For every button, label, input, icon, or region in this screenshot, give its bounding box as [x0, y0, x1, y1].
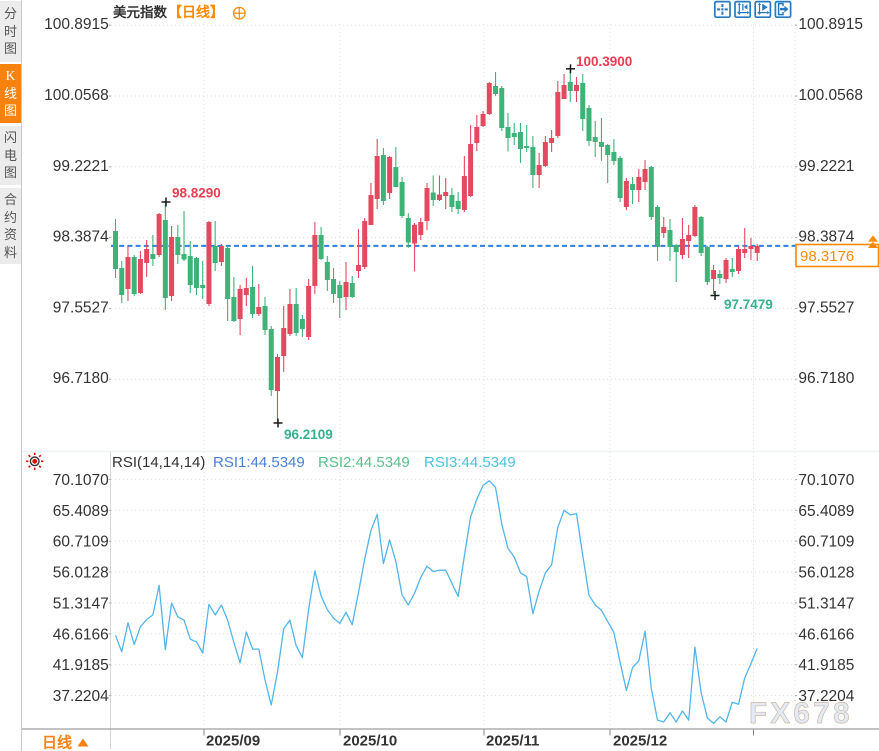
svg-text:70.1070: 70.1070	[798, 472, 854, 489]
svg-text:60.7109: 60.7109	[798, 534, 854, 551]
svg-text:2025/11: 2025/11	[486, 733, 539, 750]
svg-text:65.4089: 65.4089	[798, 503, 854, 520]
svg-text:日线: 日线	[42, 734, 72, 751]
svg-text:99.2221: 99.2221	[798, 158, 854, 175]
svg-text:98.3176: 98.3176	[800, 248, 854, 265]
svg-text:70.1070: 70.1070	[53, 472, 109, 489]
svg-text:100.0568: 100.0568	[44, 87, 109, 104]
svg-text:96.7180: 96.7180	[53, 370, 109, 387]
svg-text:2025/09: 2025/09	[206, 733, 260, 750]
svg-text:65.4089: 65.4089	[53, 503, 109, 520]
svg-text:美元指数: 美元指数	[113, 4, 167, 20]
svg-text:37.2204: 37.2204	[53, 688, 109, 705]
svg-text:RSI1:44.5349: RSI1:44.5349	[213, 454, 305, 471]
svg-text:100.0568: 100.0568	[798, 87, 863, 104]
svg-text:56.0128: 56.0128	[53, 565, 109, 582]
svg-text:60.7109: 60.7109	[53, 534, 109, 551]
svg-text:RSI2:44.5349: RSI2:44.5349	[318, 454, 410, 471]
svg-text:99.2221: 99.2221	[53, 158, 109, 175]
svg-text:56.0128: 56.0128	[798, 565, 854, 582]
svg-text:37.2204: 37.2204	[798, 688, 854, 705]
svg-text:97.5527: 97.5527	[53, 299, 109, 316]
svg-text:98.3874: 98.3874	[798, 229, 854, 246]
svg-text:51.3147: 51.3147	[53, 595, 109, 612]
svg-text:41.9185: 41.9185	[798, 657, 854, 674]
svg-text:RSI3:44.5349: RSI3:44.5349	[424, 454, 516, 471]
svg-text:41.9185: 41.9185	[53, 657, 109, 674]
svg-text:96.2109: 96.2109	[284, 427, 333, 442]
svg-text:51.3147: 51.3147	[798, 595, 854, 612]
svg-text:FX678: FX678	[749, 697, 853, 730]
svg-text:100.3900: 100.3900	[576, 54, 632, 69]
svg-text:2025/10: 2025/10	[343, 733, 397, 750]
svg-text:100.8915: 100.8915	[798, 16, 863, 33]
svg-text:97.7479: 97.7479	[724, 297, 773, 312]
svg-text:97.5527: 97.5527	[798, 299, 854, 316]
svg-text:100.8915: 100.8915	[44, 16, 109, 33]
svg-text:RSI(14,14,14): RSI(14,14,14)	[112, 454, 205, 471]
svg-text:98.8290: 98.8290	[172, 186, 221, 201]
svg-text:46.6166: 46.6166	[53, 626, 109, 643]
svg-text:98.3874: 98.3874	[53, 229, 109, 246]
svg-text:2025/12: 2025/12	[613, 733, 667, 750]
svg-text:96.7180: 96.7180	[798, 370, 854, 387]
svg-text:【日线】: 【日线】	[168, 4, 224, 20]
svg-text:46.6166: 46.6166	[798, 626, 854, 643]
